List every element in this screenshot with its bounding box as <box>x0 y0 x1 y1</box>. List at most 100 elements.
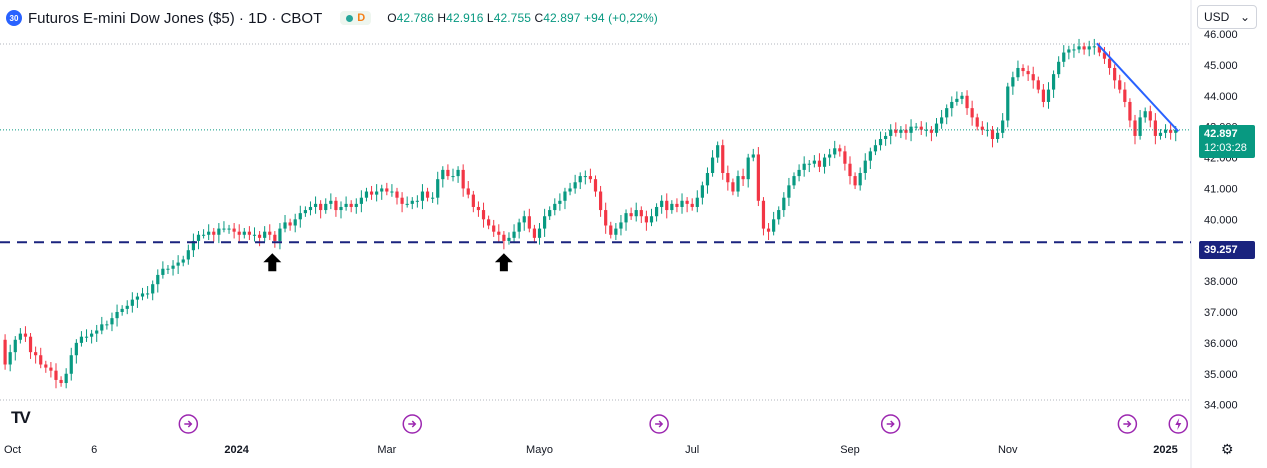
candle-body <box>410 200 414 204</box>
low-label: L <box>486 11 494 25</box>
candle-body <box>909 126 913 133</box>
last-price-value: 42.897 <box>1204 128 1238 140</box>
candle-body <box>100 324 104 331</box>
candle-body <box>263 231 267 238</box>
candle-body <box>151 284 155 294</box>
candle-body <box>710 157 715 173</box>
candle-body <box>369 191 374 195</box>
candle-body <box>74 342 78 356</box>
candle-body <box>1057 61 1061 75</box>
candle-body <box>339 206 343 211</box>
candle-body <box>797 169 801 177</box>
candle-body <box>741 176 745 180</box>
candle-body <box>140 293 145 297</box>
candle-body <box>828 154 832 158</box>
candle-body <box>135 296 140 300</box>
candle-body <box>792 176 796 186</box>
candle-body <box>975 117 979 127</box>
candle-body <box>23 333 28 337</box>
candle-body <box>217 228 221 235</box>
candle-body <box>955 98 959 102</box>
candle-body <box>731 182 735 192</box>
candle-body <box>1062 52 1066 62</box>
price-tick-label: 38.000 <box>1204 276 1238 288</box>
candle-body <box>705 172 710 186</box>
candle-body <box>298 213 302 220</box>
time-tick-label: Oct <box>4 444 21 456</box>
candle-body <box>3 339 7 365</box>
event-marker-icon[interactable] <box>880 414 901 434</box>
candle-body <box>537 228 542 238</box>
candle-body <box>899 129 903 133</box>
candle-body <box>283 222 287 229</box>
candle-body <box>1169 129 1173 133</box>
price-axis: 46.00045.00044.00043.00042.00041.00040.0… <box>1204 29 1238 412</box>
candle-body <box>700 185 704 198</box>
candle-body <box>1016 67 1020 78</box>
gear-icon[interactable]: ⚙ <box>1221 441 1234 457</box>
lightning-icon[interactable] <box>1168 414 1189 434</box>
event-marker-icon[interactable] <box>178 414 199 434</box>
high-label: H <box>437 11 447 25</box>
candle-body <box>889 129 893 136</box>
candle-body <box>90 333 94 337</box>
candle-body <box>436 179 440 198</box>
candle-body <box>44 364 48 368</box>
candle-body <box>487 219 491 226</box>
candle-body <box>609 225 613 235</box>
market-open-dot-icon <box>346 14 354 22</box>
currency-selector[interactable]: USD ⌄ <box>1197 5 1257 29</box>
candle-body <box>1041 89 1045 102</box>
price-tick-label: 44.000 <box>1204 91 1238 103</box>
candle-body <box>1006 86 1010 121</box>
candle-body <box>420 191 425 201</box>
candle-body <box>1158 132 1163 136</box>
candle-body <box>868 151 872 161</box>
symbol-title[interactable]: Futuros E-mini Dow Jones ($5) · 1D · CBO… <box>28 9 323 27</box>
candle-body <box>181 259 185 263</box>
candle-body <box>492 225 496 232</box>
candle-body <box>614 228 618 235</box>
candle-body <box>268 231 272 235</box>
close-label: C <box>534 11 544 25</box>
event-marker-icon[interactable] <box>1117 414 1138 434</box>
event-marker-icon[interactable] <box>649 414 669 434</box>
last-price-tag: 42.897 12:03:28 <box>1199 125 1255 158</box>
candle-body <box>527 216 531 229</box>
candle-body <box>415 200 419 202</box>
candle-body <box>532 228 537 238</box>
candle-body <box>649 216 654 223</box>
candle-body <box>563 191 567 201</box>
event-marker-icon[interactable] <box>402 414 423 434</box>
market-status[interactable]: D <box>340 11 372 25</box>
candle-body <box>1021 67 1025 72</box>
candle-body <box>1087 46 1091 50</box>
candle-body <box>252 234 257 236</box>
candle-body <box>359 197 363 204</box>
candle-body <box>853 176 857 186</box>
candle-body <box>751 154 755 158</box>
candle-body <box>324 203 328 211</box>
support-level-tag: 39.257 <box>1199 241 1255 259</box>
candles <box>3 38 1178 389</box>
price-tick-label: 36.000 <box>1204 338 1238 350</box>
tradingview-logo[interactable]: TV <box>11 408 31 427</box>
candle-body <box>1163 129 1168 133</box>
candle-body <box>629 213 633 217</box>
candle-body <box>64 373 68 384</box>
change-value: +94 (+0,22%) <box>583 11 658 25</box>
candle-body <box>95 330 99 334</box>
candle-body <box>146 293 150 295</box>
trend-line[interactable] <box>1096 42 1180 132</box>
symbol-logo[interactable]: 30 <box>6 10 22 26</box>
candle-body <box>990 129 995 140</box>
candle-body <box>802 163 806 170</box>
candle-body <box>675 203 679 207</box>
candle-body <box>13 339 17 353</box>
event-markers[interactable] <box>178 414 1189 434</box>
candle-body <box>878 139 883 146</box>
candle-body <box>568 188 572 192</box>
candle-body <box>782 197 786 211</box>
candle-body <box>940 117 944 124</box>
